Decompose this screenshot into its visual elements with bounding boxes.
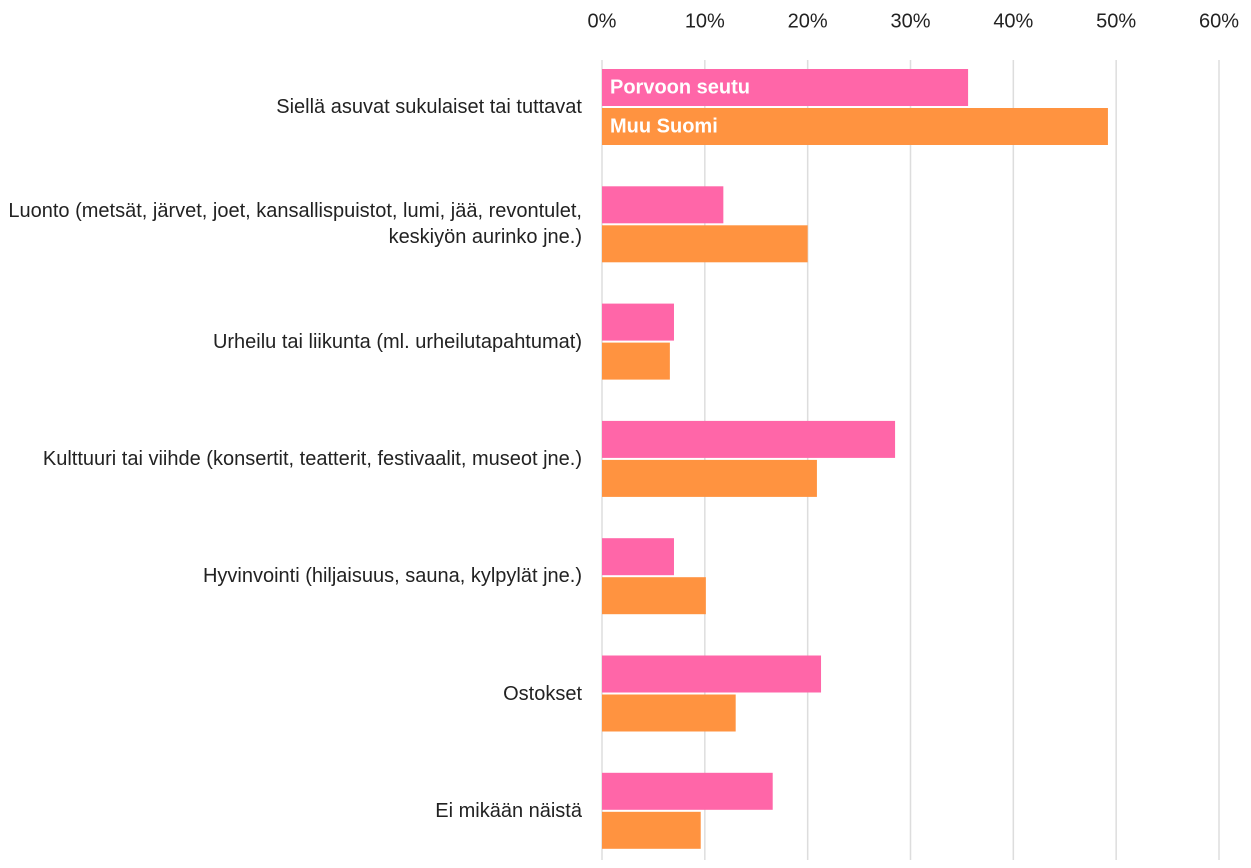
x-tick-label: 50% bbox=[1096, 10, 1136, 32]
bar bbox=[602, 811, 701, 849]
bar bbox=[602, 655, 822, 693]
category-label: Hyvinvointi (hiljaisuus, sauna, kylpylät… bbox=[202, 565, 582, 588]
series-label: Porvoon seutu bbox=[610, 76, 750, 98]
category-label: Kulttuuri tai viihde (konsertit, teatter… bbox=[42, 447, 582, 470]
bar bbox=[602, 772, 773, 810]
category-label: Ei mikään näistä bbox=[435, 799, 582, 822]
bar bbox=[602, 225, 808, 263]
bar bbox=[602, 577, 706, 615]
category-label: Urheilu tai liikunta (ml. urheilutapahtu… bbox=[212, 330, 582, 353]
x-tick-label: 20% bbox=[788, 10, 828, 32]
x-tick-label: 30% bbox=[890, 10, 930, 32]
series-label: Muu Suomi bbox=[610, 115, 718, 137]
bar bbox=[602, 420, 896, 458]
category-label: Luonto (metsät, järvet, joet, kansallisp… bbox=[8, 200, 582, 249]
x-tick-label: 40% bbox=[993, 10, 1033, 32]
bar bbox=[602, 538, 674, 576]
bar bbox=[602, 303, 674, 341]
x-tick-label: 10% bbox=[685, 10, 725, 32]
bar bbox=[602, 459, 817, 497]
bar bbox=[602, 186, 724, 224]
bar bbox=[602, 69, 969, 106]
x-tick-label: 60% bbox=[1199, 10, 1239, 32]
bar bbox=[602, 108, 1108, 145]
bar bbox=[602, 694, 736, 732]
bar bbox=[602, 342, 670, 380]
category-label: Siellä asuvat sukulaiset tai tuttavat bbox=[276, 96, 582, 118]
x-tick-label: 0% bbox=[588, 10, 617, 32]
category-label: Ostokset bbox=[503, 682, 582, 705]
